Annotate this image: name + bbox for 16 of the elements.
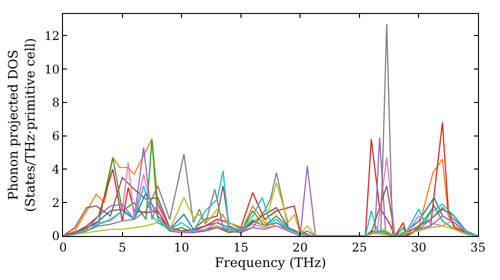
- y-tick-label: 6: [52, 129, 60, 144]
- y-tick-label: 8: [52, 96, 60, 110]
- y-tick-label: 0: [52, 229, 60, 244]
- x-tick-label: 35: [470, 240, 486, 254]
- x-tick-label: 20: [292, 240, 308, 254]
- y-tick-label: 4: [52, 162, 60, 176]
- x-tick-label: 10: [174, 240, 190, 254]
- y-tick-label: 10: [44, 62, 60, 76]
- y-tick-label: 12: [44, 28, 60, 43]
- x-tick-label: 15: [233, 240, 248, 254]
- y-tick-label: 2: [52, 196, 60, 210]
- y-axis-title: Phonon projected DOS (States/THz·primitive cell): [6, 38, 38, 212]
- x-tick-label: 25: [352, 240, 368, 254]
- x-tick-label: 5: [118, 240, 126, 254]
- x-axis-title: Frequency (THz): [214, 256, 326, 271]
- x-tick-label: 30: [411, 240, 426, 254]
